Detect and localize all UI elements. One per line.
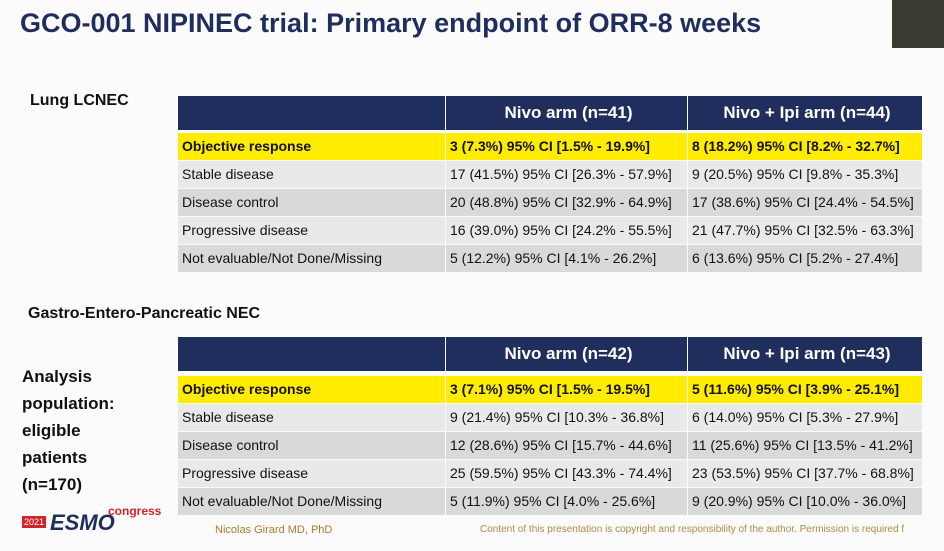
side-note-line: eligible xyxy=(22,421,81,440)
table-cell: 17 (41.5%) 95% CI [26.3% - 57.9%] xyxy=(446,161,687,188)
column-header: Nivo + Ipi arm (n=43) xyxy=(688,337,922,371)
header-cell xyxy=(178,96,445,130)
side-note-line: patients xyxy=(22,448,88,467)
webcam-thumbnail xyxy=(892,0,944,48)
column-header: Nivo arm (n=42) xyxy=(446,337,687,371)
author: Nicolas Girard MD, PhD xyxy=(215,524,333,536)
table-cell: 5 (11.6%) 95% CI [3.9% - 25.1%] xyxy=(688,376,922,403)
table-cell: 3 (7.3%) 95% CI [1.5% - 19.9%] xyxy=(446,133,687,160)
header-cell xyxy=(178,337,445,371)
table-cell: 6 (14.0%) 95% CI [5.3% - 27.9%] xyxy=(688,404,922,431)
side-note-line: population: xyxy=(22,394,115,413)
table-cell: 6 (13.6%) 95% CI [5.2% - 27.4%] xyxy=(688,245,922,272)
table-cell: 25 (59.5%) 95% CI [43.3% - 74.4%] xyxy=(446,460,687,487)
logo: 2021 ESMO congress xyxy=(22,504,161,536)
table-cell: 9 (20.9%) 95% CI [10.0% - 36.0%] xyxy=(688,488,922,515)
table-cell: 9 (21.4%) 95% CI [10.3% - 36.8%] xyxy=(446,404,687,431)
table-cell: 21 (47.7%) 95% CI [32.5% - 63.3%] xyxy=(688,217,922,244)
table-cell: 12 (28.6%) 95% CI [15.7% - 44.6%] xyxy=(446,432,687,459)
row-label: Disease control xyxy=(178,189,445,216)
copyright: Content of this presentation is copyrigh… xyxy=(480,524,905,535)
logo-sup: congress xyxy=(108,504,162,518)
table-cell: 23 (53.5%) 95% CI [37.7% - 68.8%] xyxy=(688,460,922,487)
table-cell: 3 (7.1%) 95% CI [1.5% - 19.5%] xyxy=(446,376,687,403)
row-label: Disease control xyxy=(178,432,445,459)
row-label: Progressive disease xyxy=(178,460,445,487)
table-cell: 16 (39.0%) 95% CI [24.2% - 55.5%] xyxy=(446,217,687,244)
row-label: Not evaluable/Not Done/Missing xyxy=(178,488,445,515)
row-label: Stable disease xyxy=(178,404,445,431)
row-label: Objective response xyxy=(178,133,445,160)
section-label: Lung LCNEC xyxy=(30,92,129,109)
row-label: Progressive disease xyxy=(178,217,445,244)
side-note-line: (n=170) xyxy=(22,475,82,494)
side-note-line: Analysis xyxy=(22,367,92,386)
table-cell: 9 (20.5%) 95% CI [9.8% - 35.3%] xyxy=(688,161,922,188)
table-cell: 5 (12.2%) 95% CI [4.1% - 26.2%] xyxy=(446,245,687,272)
row-label: Objective response xyxy=(178,376,445,403)
section-label: Gastro-Entero-Pancreatic NEC xyxy=(28,305,261,322)
table-cell: 11 (25.6%) 95% CI [13.5% - 41.2%] xyxy=(688,432,922,459)
table-cell: 20 (48.8%) 95% CI [32.9% - 64.9%] xyxy=(446,189,687,216)
table-cell: 8 (18.2%) 95% CI [8.2% - 32.7%] xyxy=(688,133,922,160)
column-header: Nivo + Ipi arm (n=44) xyxy=(688,96,922,130)
logo-year: 2021 xyxy=(22,516,47,528)
row-label: Not evaluable/Not Done/Missing xyxy=(178,245,445,272)
slide-title: GCO-001 NIPINEC trial: Primary endpoint … xyxy=(20,8,762,38)
column-header: Nivo arm (n=41) xyxy=(446,96,687,130)
table-cell: 5 (11.9%) 95% CI [4.0% - 25.6%] xyxy=(446,488,687,515)
row-label: Stable disease xyxy=(178,161,445,188)
logo-text: ESMO xyxy=(50,510,115,535)
table-cell: 17 (38.6%) 95% CI [24.4% - 54.5%] xyxy=(688,189,922,216)
